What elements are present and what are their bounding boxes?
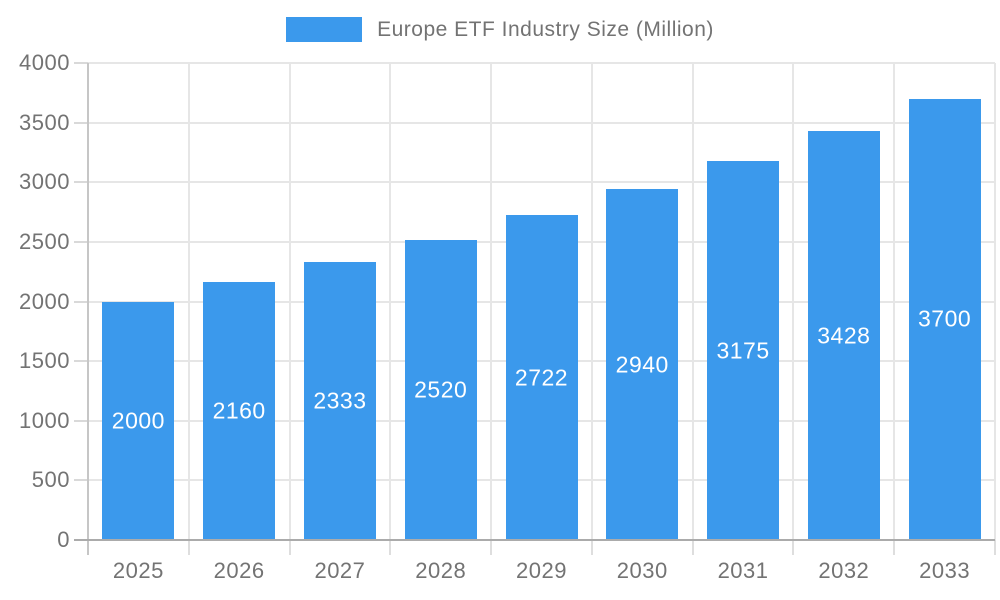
- gridline-vertical: [187, 63, 190, 540]
- gridline-vertical: [490, 63, 493, 540]
- legend-label: Europe ETF Industry Size (Million): [377, 17, 714, 41]
- x-axis-tick: [792, 540, 795, 555]
- x-tick-label: 2025: [112, 558, 164, 583]
- chart-legend[interactable]: Europe ETF Industry Size (Million): [0, 17, 1000, 42]
- x-axis-tick: [994, 540, 996, 555]
- y-axis-line: [87, 63, 89, 540]
- bar[interactable]: 3175: [707, 161, 780, 540]
- x-axis-tick: [288, 540, 291, 555]
- x-axis-tick: [691, 540, 694, 555]
- x-tick-label: 2026: [213, 558, 265, 583]
- bar-value-label: 2000: [111, 407, 165, 434]
- y-tick-label: 4000: [19, 50, 70, 75]
- y-tick-label: 2500: [19, 228, 70, 254]
- bar[interactable]: 2333: [303, 261, 376, 540]
- bar[interactable]: 3428: [807, 131, 880, 540]
- y-tick-label: 3500: [19, 109, 70, 135]
- bar[interactable]: 2000: [102, 301, 175, 540]
- y-axis-tick: [74, 479, 88, 482]
- x-tick-label: 2032: [818, 558, 870, 583]
- bar-value-label: 2333: [313, 387, 367, 414]
- x-tick-label: 2028: [415, 558, 467, 583]
- gridline-horizontal: [88, 181, 995, 184]
- gridline-horizontal: [88, 121, 995, 124]
- x-axis-line: [74, 539, 995, 541]
- gridline-vertical: [691, 63, 694, 540]
- y-axis-tick: [74, 240, 88, 243]
- y-tick-label: 3000: [19, 169, 70, 195]
- plot-area: 2000 2160 2333 2520 2722 2940 3175 3428 3700: [74, 62, 996, 555]
- bar-value-label: 2520: [414, 376, 468, 403]
- y-axis-tick: [74, 360, 88, 363]
- x-tick-label: 2031: [717, 558, 769, 583]
- bar-value-label: 3428: [817, 322, 871, 349]
- y-axis-tick: [74, 419, 88, 422]
- y-tick-label: 500: [31, 467, 70, 493]
- gridline-vertical: [893, 63, 896, 540]
- y-axis-tick: [74, 62, 88, 64]
- x-tick-label: 2027: [314, 558, 366, 583]
- x-tick-label: 2030: [616, 558, 668, 583]
- y-axis-tick: [74, 300, 88, 303]
- bar[interactable]: 2160: [203, 282, 276, 540]
- bar[interactable]: 2722: [505, 215, 578, 540]
- bar-value-label: 3175: [716, 337, 770, 364]
- y-axis-tick: [74, 181, 88, 184]
- gridline-vertical: [389, 63, 392, 540]
- bar-value-label: 2722: [514, 364, 569, 391]
- bar-value-label: 2160: [212, 397, 266, 424]
- bar[interactable]: 2520: [404, 239, 477, 540]
- legend-swatch-icon: [286, 17, 363, 42]
- gridline-horizontal: [88, 62, 995, 64]
- y-axis-tick: [74, 121, 88, 124]
- bar[interactable]: 3700: [908, 98, 981, 540]
- x-axis-tick: [389, 540, 392, 555]
- bar-value-label: 3700: [918, 305, 972, 332]
- y-tick-label: 1000: [19, 407, 70, 433]
- gridline-vertical: [590, 63, 593, 540]
- y-tick-label: 0: [57, 527, 70, 552]
- gridline-vertical: [994, 63, 996, 540]
- gridline-vertical: [288, 63, 291, 540]
- x-axis-tick: [87, 540, 89, 555]
- x-axis-tick: [893, 540, 896, 555]
- bar[interactable]: 2940: [606, 189, 679, 540]
- x-tick-label: 2029: [516, 558, 567, 583]
- gridline-vertical: [792, 63, 795, 540]
- y-tick-label: 2000: [19, 288, 70, 314]
- x-axis-tick: [187, 540, 190, 555]
- x-tick-label: 2033: [919, 558, 971, 583]
- y-tick-label: 1500: [19, 348, 70, 374]
- x-axis-tick: [490, 540, 493, 555]
- bar-value-label: 2940: [615, 351, 669, 378]
- x-axis-tick: [590, 540, 593, 555]
